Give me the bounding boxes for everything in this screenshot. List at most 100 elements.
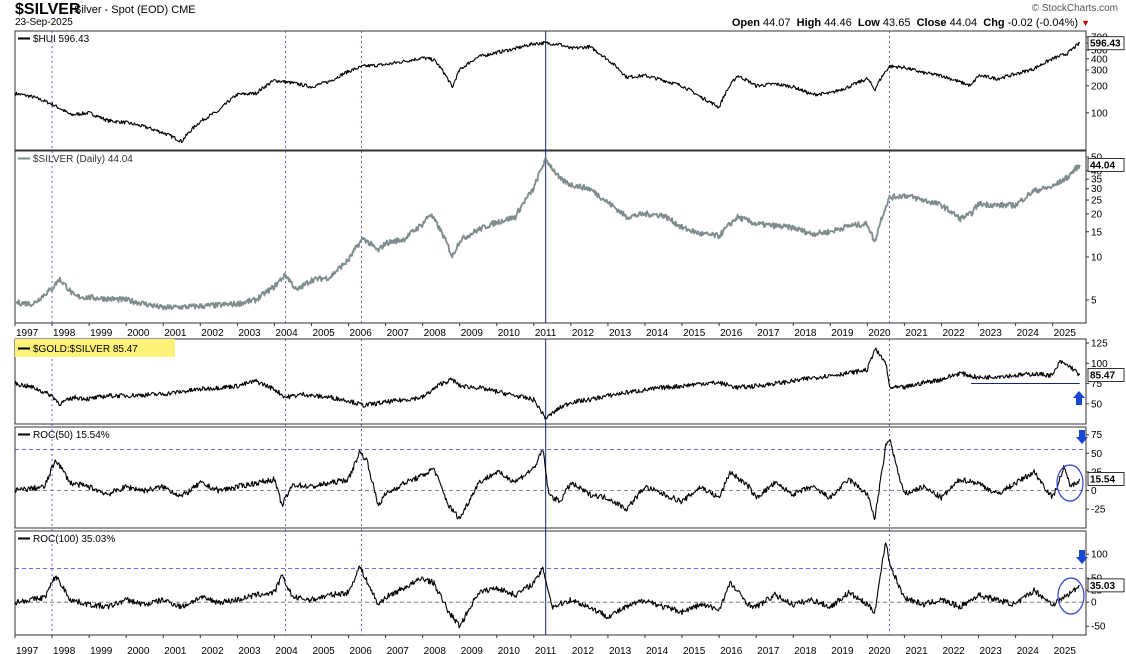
x-tick-label: 2000 (127, 646, 150, 654)
panel-title-gold_silver_ratio: $GOLD:$SILVER 85.47 (33, 344, 138, 355)
last-value-box-gold_silver_ratio (1087, 368, 1125, 382)
brand-watermark: © StockCharts.com (1031, 3, 1118, 14)
y-tick-label-hui: 500 (1091, 46, 1108, 57)
y-tick-label-silver: 35 (1091, 175, 1103, 186)
y-tick-label-roc50: 50 (1091, 449, 1103, 460)
y-tick-label-roc100: 0 (1091, 598, 1097, 609)
x-tick-label: 2020 (868, 646, 891, 654)
y-tick-label-silver: 20 (1091, 209, 1103, 220)
last-value-box-roc100 (1087, 578, 1125, 593)
y-tick-label-roc100: 100 (1091, 550, 1108, 561)
x-tick-label: 2004 (275, 328, 298, 339)
x-tick-label: 2011 (535, 328, 557, 339)
y-tick-label-hui: 200 (1091, 81, 1108, 92)
x-tick-label: 2004 (275, 646, 298, 654)
chart-date: 23-Sep-2025 (15, 17, 73, 28)
x-tick-label: 2024 (1017, 328, 1040, 339)
y-tick-label-hui: 400 (1091, 54, 1108, 65)
x-tick-label: 2012 (572, 646, 595, 654)
x-tick-label: 1998 (53, 328, 76, 339)
y-tick-label-gold_silver_ratio: 125 (1091, 339, 1108, 350)
x-tick-label: 2012 (572, 328, 595, 339)
x-tick-label: 2005 (312, 328, 335, 339)
y-tick-label-gold_silver_ratio: 50 (1091, 399, 1103, 410)
x-tick-label: 2010 (498, 328, 521, 339)
y-tick-label-hui: 100 (1091, 108, 1108, 119)
x-tick-label: 2025 (1054, 328, 1077, 339)
x-tick-label: 2006 (350, 328, 373, 339)
highlight-ellipse-roc100 (1057, 577, 1085, 615)
chart-header: $SILVER Silver - Spot (EOD) CME 23-Sep-2… (0, 0, 1126, 30)
symbol-description: Silver - Spot (EOD) CME (74, 4, 196, 16)
x-tick-label: 2007 (387, 646, 410, 654)
title-highlight-gold_silver_ratio (15, 339, 175, 357)
panel-frame-roc100 (14, 530, 1087, 636)
x-tick-label: 2006 (350, 646, 373, 654)
symbol-title: $SILVER (15, 1, 81, 18)
last-value-label-hui: 596.43 (1090, 39, 1121, 50)
x-tick-label: 2021 (905, 328, 928, 339)
x-tick-label: 2007 (387, 328, 410, 339)
x-tick-label: 2015 (683, 646, 706, 654)
series-line-hui (14, 41, 1081, 144)
y-tick-label-roc100: -50 (1091, 622, 1106, 633)
panel-frame-roc50 (14, 426, 1087, 529)
y-tick-label-roc50: -25 (1091, 505, 1106, 516)
x-tick-label: 2025 (1054, 646, 1077, 654)
panel-title-hui: $HUI 596.43 (33, 34, 90, 45)
x-tick-label: 2005 (312, 646, 335, 654)
x-tick-label: 2008 (424, 646, 447, 654)
x-tick-label: 2024 (1017, 646, 1040, 654)
x-tick-label: 2023 (980, 328, 1003, 339)
down-arrow-icon: ▼ (1081, 18, 1090, 28)
x-tick-label: 1999 (90, 328, 113, 339)
last-value-label-roc100: 35.03 (1090, 581, 1115, 592)
x-tick-label: 2020 (868, 328, 891, 339)
panel-frame-gold_silver_ratio (14, 338, 1087, 425)
y-tick-label-roc50: 0 (1091, 486, 1097, 497)
arrow-down-icon (1076, 550, 1088, 564)
x-tick-label: 2013 (609, 646, 632, 654)
x-tick-label: 2000 (127, 328, 150, 339)
x-tick-label: 2016 (720, 646, 743, 654)
last-value-box-roc50 (1087, 472, 1125, 486)
x-tick-label: 2018 (794, 646, 817, 654)
x-tick-label: 2014 (646, 646, 669, 654)
y-tick-label-silver: 30 (1091, 184, 1103, 195)
x-tick-label: 2021 (905, 646, 928, 654)
y-tick-label-silver: 25 (1091, 196, 1103, 207)
x-tick-label: 1997 (16, 646, 39, 654)
series-line-gold_silver_ratio (14, 347, 1081, 420)
x-tick-label: 2023 (980, 646, 1003, 654)
y-tick-label-silver: 10 (1091, 252, 1103, 263)
panel-title-roc50: ROC(50) 15.54% (33, 430, 110, 441)
x-tick-label: 2018 (794, 328, 817, 339)
x-tick-label: 2002 (201, 646, 224, 654)
y-tick-label-gold_silver_ratio: 100 (1091, 359, 1108, 370)
last-value-box-hui (1087, 36, 1125, 51)
y-tick-label-silver: 15 (1091, 227, 1103, 238)
highlight-ellipse-roc50 (1056, 464, 1084, 502)
x-tick-label: 2014 (646, 328, 669, 339)
x-tick-label: 2022 (942, 646, 965, 654)
y-tick-label-silver: 5 (1091, 295, 1097, 306)
x-tick-label: 2016 (720, 328, 743, 339)
x-tick-label: 2003 (238, 328, 261, 339)
x-tick-label: 1997 (16, 328, 39, 339)
last-value-label-roc50: 15.54 (1090, 474, 1115, 485)
y-tick-label-roc50: 75 (1091, 430, 1103, 441)
panel-title-roc100: ROC(100) 35.03% (33, 534, 115, 545)
y-tick-label-silver: 40 (1091, 166, 1103, 177)
x-tick-label: 2019 (831, 328, 854, 339)
x-tick-label: 1999 (90, 646, 113, 654)
x-tick-label: 2017 (757, 328, 780, 339)
panel-frame-silver (14, 150, 1087, 324)
x-tick-label: 2002 (201, 328, 224, 339)
last-value-box-silver (1087, 157, 1125, 172)
x-tick-label: 1998 (53, 646, 76, 654)
series-line-roc50 (14, 439, 1081, 521)
series-line-silver (14, 156, 1081, 311)
x-tick-label: 2022 (942, 328, 965, 339)
last-value-label-silver: 44.04 (1090, 160, 1115, 171)
